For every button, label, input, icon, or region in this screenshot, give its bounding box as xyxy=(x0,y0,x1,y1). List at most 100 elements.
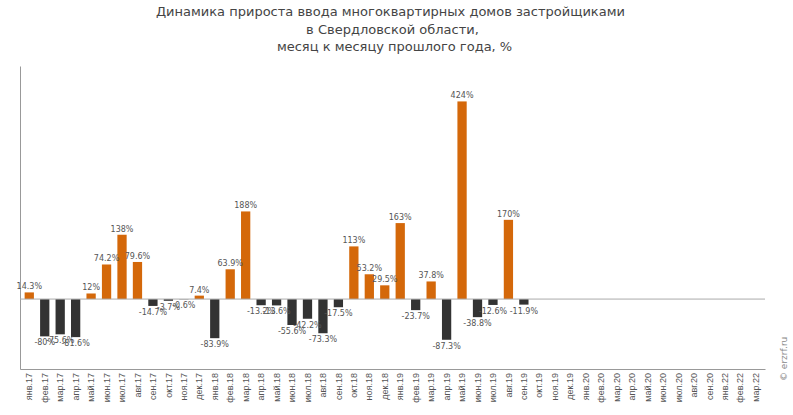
x-tick-label: июн.17 xyxy=(102,373,112,402)
bar xyxy=(71,299,80,337)
x-tick: июл.20 xyxy=(674,373,684,402)
data-label: -38.8% xyxy=(463,319,492,328)
x-tick-label: мар.22 xyxy=(751,373,761,402)
x-axis-line xyxy=(21,369,766,370)
x-tick: ноя.17 xyxy=(179,373,189,400)
plot-area: янв.17 фев.17 мар.17 апр.17 май.17 июн.17 июл.… xyxy=(17,67,766,403)
bar xyxy=(256,299,265,305)
x-tick-label: июл.19 xyxy=(488,373,498,402)
x-tick: мар.18 xyxy=(241,373,251,402)
x-tick-label: июн.19 xyxy=(473,373,483,402)
bar xyxy=(133,262,142,299)
x-tick-label: авг.18 xyxy=(318,373,328,397)
x-tick-label: май.19 xyxy=(457,373,467,402)
x-tick: июн.20 xyxy=(658,373,668,402)
bar xyxy=(241,211,250,299)
data-label: 113% xyxy=(342,236,365,245)
x-tick: апр.17 xyxy=(71,373,81,400)
data-label: -73.3% xyxy=(309,335,338,344)
x-tick: авг.20 xyxy=(689,373,699,397)
bar xyxy=(117,235,126,299)
x-tick: июн.18 xyxy=(287,373,297,402)
data-labels: 14.3%-80%-75.6%-81.6%12%74.2%138%79.6%-1… xyxy=(17,91,539,350)
x-tick-label: фев.22 xyxy=(735,373,745,403)
x-tick: сен.19 xyxy=(519,373,529,400)
data-label: -13.6% xyxy=(262,307,291,316)
bar xyxy=(504,220,513,299)
x-tick-label: дек.17 xyxy=(194,373,204,400)
data-label: 138% xyxy=(111,225,134,234)
x-tick: фев.20 xyxy=(596,373,606,403)
data-label: 188% xyxy=(234,201,257,210)
x-tick-label: фев.18 xyxy=(225,373,235,403)
x-tick-label: фев.19 xyxy=(411,373,421,403)
data-label: 7.4% xyxy=(189,286,210,295)
x-tick: фев.18 xyxy=(225,373,235,403)
bar xyxy=(519,299,528,305)
x-tick-label: май.20 xyxy=(643,373,653,402)
bar xyxy=(411,299,420,310)
x-tick: фев.19 xyxy=(411,373,421,403)
bar xyxy=(334,299,343,307)
bar xyxy=(380,285,389,299)
data-label: 79.6% xyxy=(125,252,151,261)
bar xyxy=(303,299,312,319)
x-tick-label: мар.19 xyxy=(426,373,436,402)
bar xyxy=(102,264,111,299)
x-tick: дек.18 xyxy=(380,373,390,400)
x-tick: янв.17 xyxy=(24,373,34,400)
bar xyxy=(195,296,204,299)
x-tick: янв.20 xyxy=(581,373,591,400)
x-tick-label: сен.17 xyxy=(148,373,158,400)
data-label: 63.9% xyxy=(217,259,243,268)
data-label: -87.3% xyxy=(432,342,461,351)
x-tick-label: апр.19 xyxy=(442,373,452,400)
bar xyxy=(40,299,49,336)
data-label: -0.6% xyxy=(172,301,196,310)
x-tick: дек.17 xyxy=(194,373,204,400)
x-tick-label: сен.19 xyxy=(519,373,529,400)
bars xyxy=(25,101,529,339)
x-tick-label: апр.18 xyxy=(256,373,266,400)
x-tick: окт.17 xyxy=(164,373,174,398)
x-tick: янв.22 xyxy=(720,373,730,400)
x-tick-label: авг.19 xyxy=(504,373,514,397)
x-tick: май.17 xyxy=(86,373,96,402)
data-label: 53.2% xyxy=(357,264,383,273)
data-label: -42.2% xyxy=(293,321,322,330)
x-tick: фев.17 xyxy=(40,373,50,403)
bar xyxy=(457,101,466,299)
bar xyxy=(396,223,405,299)
x-tick-label: авг.17 xyxy=(133,373,143,397)
x-tick-label: окт.17 xyxy=(164,373,174,398)
data-label: 163% xyxy=(389,213,412,222)
x-tick: авг.17 xyxy=(133,373,143,397)
data-label: 74.2% xyxy=(94,254,120,263)
data-label: 424% xyxy=(451,91,474,100)
data-label: -12.6% xyxy=(479,307,508,316)
bar xyxy=(86,293,95,299)
chart-container: Динамика прироста ввода многоквартирных … xyxy=(0,0,793,415)
title-line: месяц к месяцу прошлого года, % xyxy=(273,39,512,54)
x-tick-label: сен.20 xyxy=(705,373,715,400)
data-label: -11.9% xyxy=(510,307,539,316)
x-tick: июн.19 xyxy=(473,373,483,402)
x-tick: июл.18 xyxy=(303,373,313,402)
x-tick-label: мар.18 xyxy=(241,373,251,402)
x-tick: окт.19 xyxy=(534,373,544,398)
x-tick: мар.17 xyxy=(55,373,65,402)
data-label: 37.8% xyxy=(418,271,444,280)
data-label: -23.7% xyxy=(402,312,431,321)
x-tick-label: ноя.17 xyxy=(179,373,189,400)
x-tick: янв.19 xyxy=(395,373,405,400)
title-line: Динамика прироста ввода многоквартирных … xyxy=(156,4,629,19)
x-tick-label: мар.20 xyxy=(612,373,622,402)
x-tick-label: июн.18 xyxy=(287,373,297,402)
chart-title: Динамика прироста ввода многоквартирных … xyxy=(156,4,629,54)
x-tick-label: авг.20 xyxy=(689,373,699,397)
data-label: 170% xyxy=(497,210,520,219)
x-tick: июл.19 xyxy=(488,373,498,402)
x-tick-label: окт.19 xyxy=(534,373,544,398)
x-tick-label: фев.17 xyxy=(40,373,50,403)
x-tick-label: июн.20 xyxy=(658,373,668,402)
